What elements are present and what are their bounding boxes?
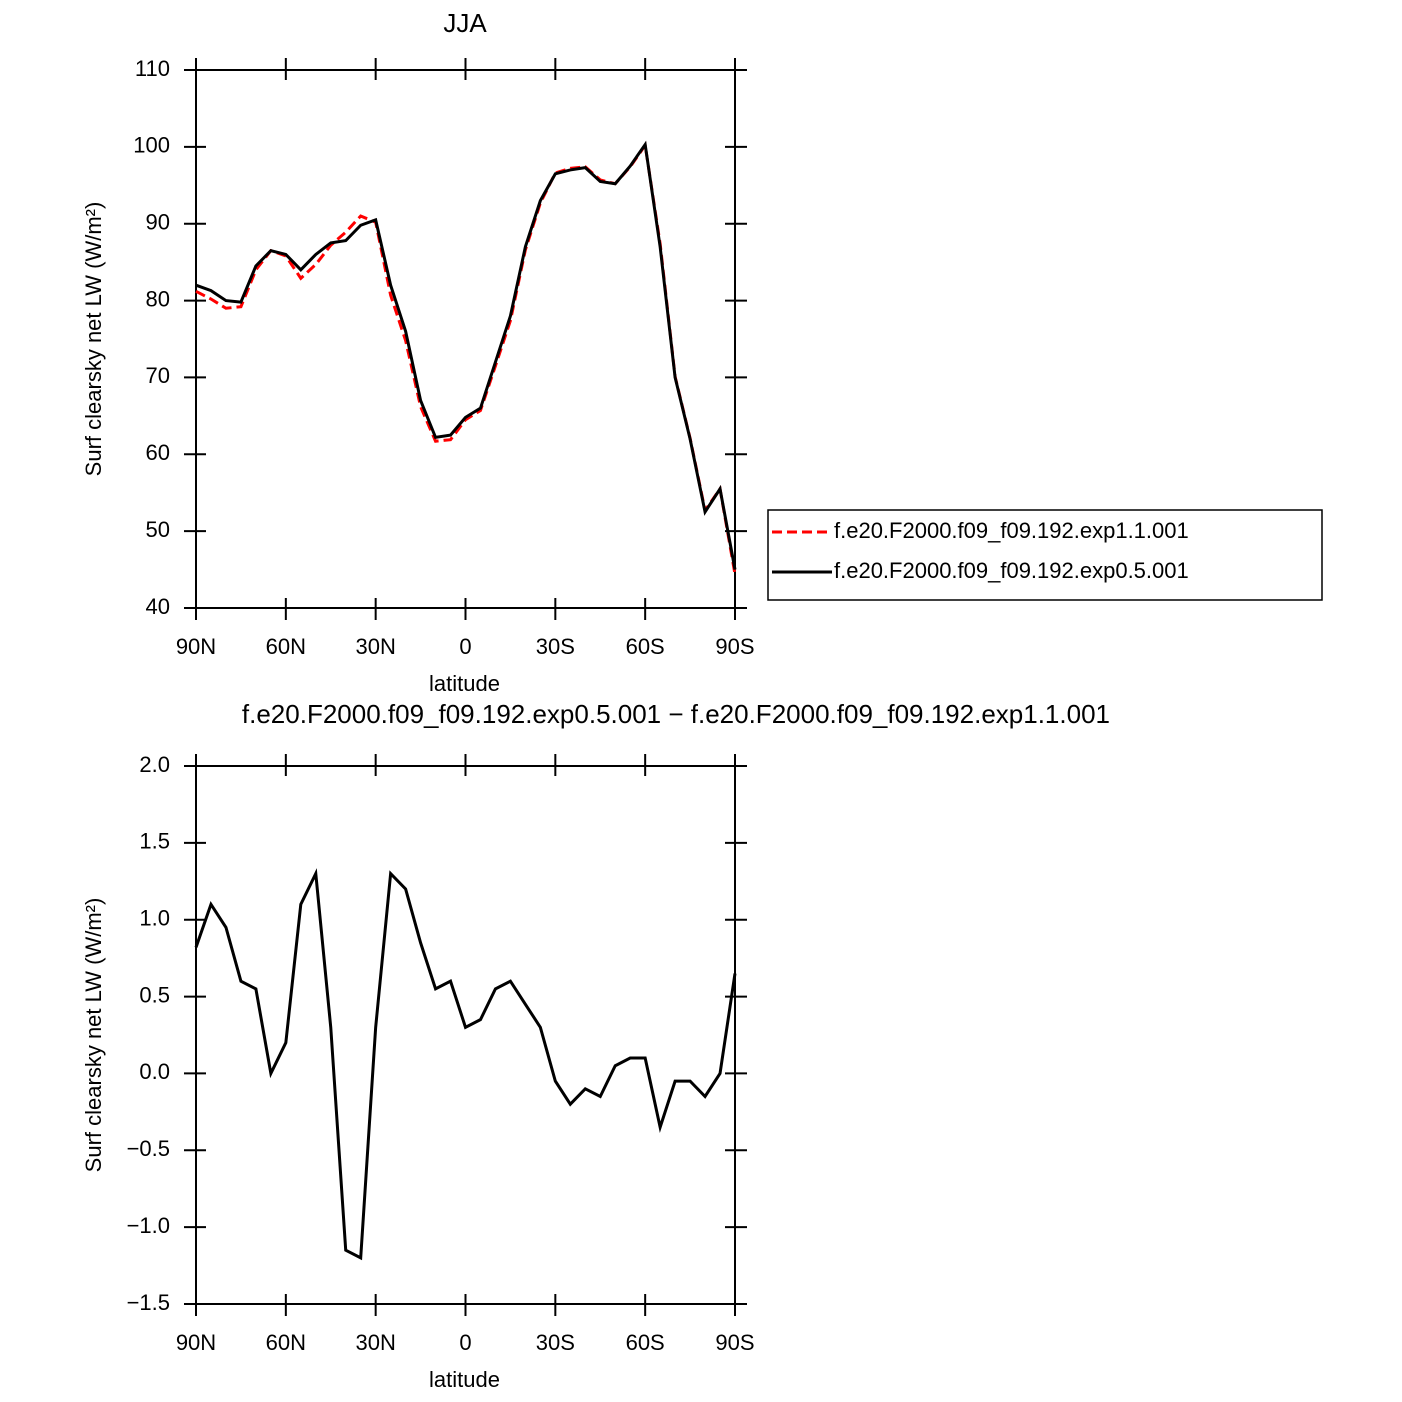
y-tick-label: 0.5 [139,982,170,1007]
plot-frame [195,69,736,609]
y-tick-label: 2.0 [139,752,170,777]
y-axis-label: Surf clearsky net LW (W/m²) [81,202,106,477]
chart-title: f.e20.F2000.f09_f09.192.exp0.5.001 − f.e… [242,699,1110,729]
y-tick-label: −1.5 [127,1290,170,1315]
chart-title: JJA [443,8,487,38]
legend-label: f.e20.F2000.f09_f09.192.exp0.5.001 [834,558,1189,583]
y-tick-label: 60 [146,440,170,465]
data-line [194,868,737,1261]
x-axis-label: latitude [429,1367,500,1392]
data-line [195,140,737,570]
y-tick-label: 100 [133,133,170,158]
x-tick-label: 30S [536,1330,575,1355]
y-tick-label: 1.5 [139,829,170,854]
legend-box [767,509,1323,601]
x-tick-label: 90N [176,634,216,659]
x-tick-label: 90S [715,1330,754,1355]
y-tick-label: 110 [135,56,170,81]
legend-label: f.e20.F2000.f09_f09.192.exp1.1.001 [834,518,1189,543]
x-tick-label: 90S [715,634,754,659]
y-tick-label: 1.0 [139,906,170,931]
y-tick-label: −0.5 [127,1136,170,1161]
y-tick-label: 80 [146,286,170,311]
y-tick-label: −1.0 [127,1213,170,1238]
y-axis-label: Surf clearsky net LW (W/m²) [81,898,106,1173]
y-tick-label: 70 [146,363,170,388]
y-tick-label: 50 [146,517,170,542]
x-tick-label: 30N [355,1330,395,1355]
x-tick-label: 90N [176,1330,216,1355]
x-axis-label: latitude [429,671,500,696]
y-tick-label: 0.0 [139,1059,170,1084]
plot-frame [195,765,736,1305]
x-tick-label: 30S [536,634,575,659]
y-tick-label: 40 [146,594,170,619]
x-tick-label: 60S [626,1330,665,1355]
x-tick-label: 0 [459,634,471,659]
x-tick-label: 30N [355,634,395,659]
x-tick-label: 60N [266,634,306,659]
x-tick-label: 0 [459,1330,471,1355]
y-tick-label: 90 [146,210,170,235]
x-tick-label: 60N [266,1330,306,1355]
x-tick-label: 60S [626,634,665,659]
